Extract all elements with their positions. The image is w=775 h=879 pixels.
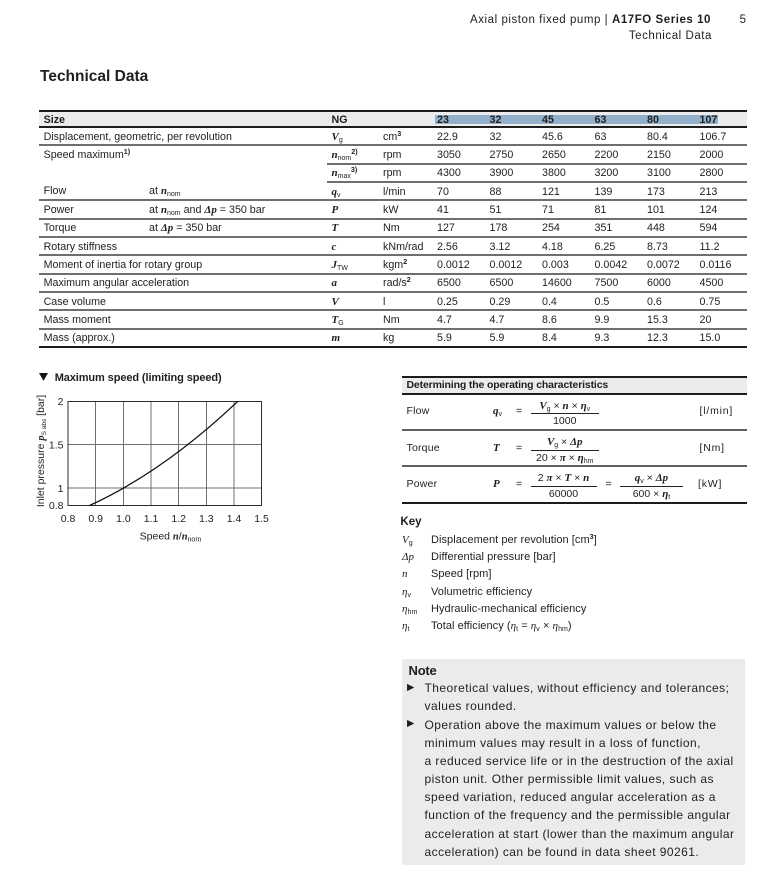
svg-text:2: 2: [58, 396, 64, 408]
svg-text:0.9: 0.9: [88, 513, 103, 525]
svg-text:1: 1: [58, 483, 64, 495]
svg-text:0.8: 0.8: [61, 513, 76, 525]
svg-text:1.1: 1.1: [144, 513, 159, 525]
svg-text:1.4: 1.4: [227, 513, 242, 525]
svg-text:Speed n/nnom: Speed n/nnom: [140, 531, 202, 544]
svg-text:1.2: 1.2: [171, 513, 186, 525]
svg-text:0.8: 0.8: [49, 500, 64, 512]
svg-text:1.5: 1.5: [49, 439, 64, 451]
svg-text:1.3: 1.3: [199, 513, 214, 525]
svg-text:1.0: 1.0: [116, 513, 131, 525]
svg-text:1.5: 1.5: [254, 513, 269, 525]
svg-text:Inlet pressure pS abs [bar]: Inlet pressure pS abs [bar]: [35, 395, 48, 507]
